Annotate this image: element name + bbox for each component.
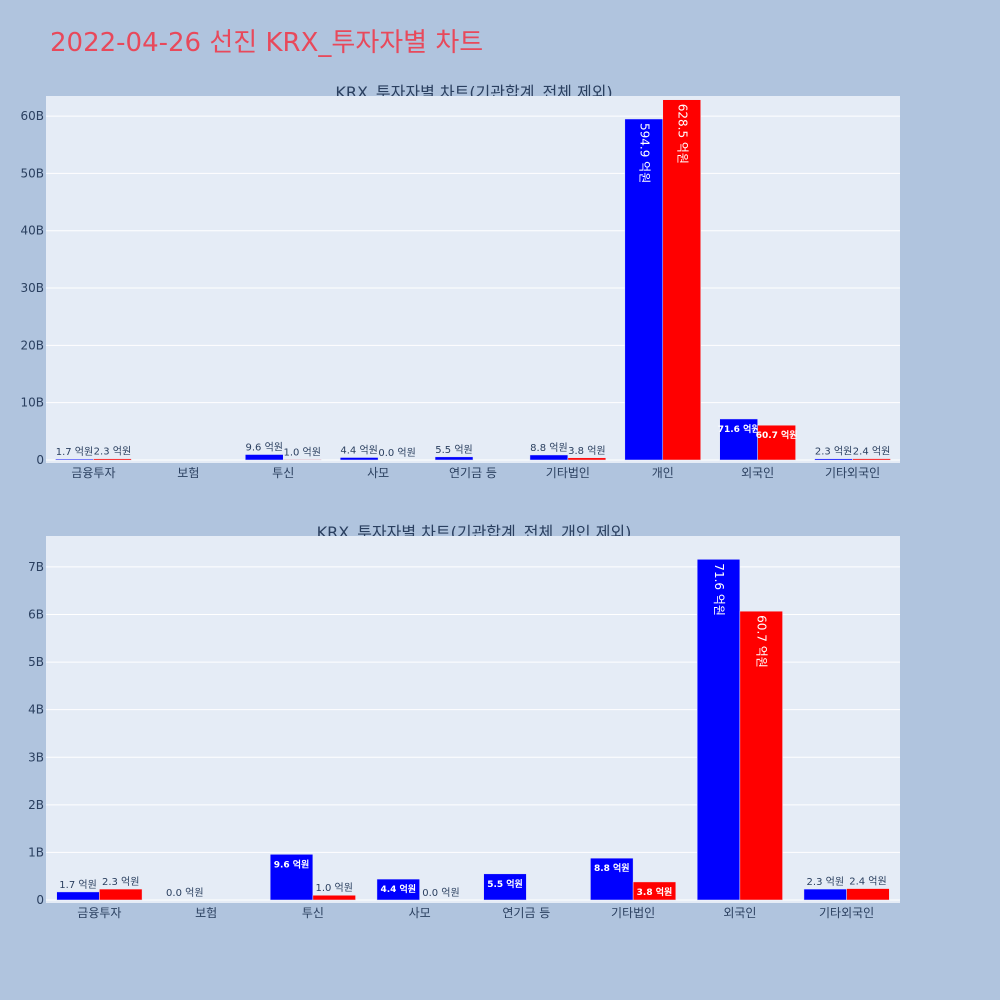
y-tick-label: 30B (20, 281, 44, 295)
bar-label: 4.4 억원 (380, 883, 416, 895)
bar-label: 3.8 억원 (568, 445, 605, 457)
y-tick-label: 7B (28, 560, 44, 574)
y-tick-label: 0 (36, 453, 44, 467)
bar-label: 2.4 억원 (853, 446, 890, 458)
x-tick-label: 개인 (652, 466, 674, 480)
bar (719, 418, 758, 461)
bar-label: 2.3 억원 (94, 446, 131, 458)
x-tick-label: 투신 (302, 906, 324, 920)
y-tick-label: 50B (20, 166, 44, 180)
x-tick-label: 보험 (177, 466, 199, 480)
bar (852, 458, 891, 461)
bar (376, 878, 420, 901)
x-tick-label: 외국인 (741, 466, 774, 480)
y-tick-label: 5B (28, 655, 44, 669)
bar-label: 0.0 억원 (378, 447, 415, 459)
bar-label: 1.0 억원 (315, 882, 352, 894)
bar-label: 2.4 억원 (849, 876, 886, 888)
bar-label: 8.8 억원 (530, 442, 567, 454)
bar (245, 454, 284, 461)
x-tick-label: 금융투자 (77, 906, 121, 920)
bar-label: 0.0 억원 (422, 887, 459, 899)
x-tick-label: 외국인 (723, 906, 756, 920)
bar (846, 888, 890, 901)
page-title: 2022-04-26 선진 KRX_투자자별 차트 (50, 28, 484, 58)
bar-label: 2.3 억원 (102, 876, 139, 888)
y-tick-label: 4B (28, 703, 44, 717)
bar-label: 1.0 억원 (283, 446, 320, 458)
y-tick-label: 6B (28, 608, 44, 622)
bar (590, 857, 634, 901)
bar-label: 4.4 억원 (340, 444, 377, 456)
x-tick-label: 사모 (409, 906, 431, 920)
bar (757, 424, 796, 461)
x-tick-label: 투신 (272, 466, 294, 480)
x-tick-label: 기타외국인 (825, 466, 880, 480)
x-tick-label: 기타법인 (611, 906, 655, 920)
bar (269, 854, 314, 901)
y-tick-label: 40B (20, 224, 44, 238)
y-tick-label: 3B (28, 750, 44, 764)
y-tick-label: 1B (28, 845, 44, 859)
bar-label: 9.6 억원 (246, 441, 283, 453)
bar (339, 457, 379, 461)
bar (696, 559, 741, 901)
bar (567, 457, 607, 461)
bar (434, 456, 474, 461)
bar-label: 2.3 억원 (815, 446, 852, 458)
bar (93, 458, 132, 461)
x-tick-label: 연기금 등 (502, 906, 550, 920)
bar-label: 0.0 억원 (166, 887, 203, 899)
bar (662, 99, 701, 461)
x-tick-label: 연기금 등 (449, 466, 497, 480)
plot-area (46, 96, 900, 463)
bar-label: 2.3 억원 (807, 876, 844, 888)
y-tick-label: 20B (20, 338, 44, 352)
x-tick-label: 사모 (367, 466, 389, 480)
bar-label: 71.6 억원 (712, 563, 726, 616)
bar-label: 1.7 억원 (56, 446, 93, 458)
x-tick-label: 보험 (195, 906, 217, 920)
bar-label: 5.5 억원 (487, 878, 523, 890)
bar (99, 888, 143, 901)
bar-label: 3.8 억원 (637, 886, 673, 898)
y-tick-label: 2B (28, 798, 44, 812)
bar (529, 454, 569, 461)
bar-label: 9.6 억원 (274, 858, 310, 870)
bar (282, 459, 322, 461)
y-tick-label: 0 (36, 893, 44, 907)
bar-label: 60.7 억원 (756, 429, 798, 441)
y-tick-label: 10B (20, 396, 44, 410)
bar-label: 60.7 억원 (755, 615, 769, 668)
x-tick-label: 기타법인 (546, 466, 590, 480)
bar (312, 894, 356, 901)
x-tick-label: 금융투자 (71, 466, 115, 480)
bar-label: 8.8 억원 (594, 862, 630, 874)
bar-label: 1.7 억원 (59, 879, 96, 891)
bar (483, 873, 527, 901)
bar (632, 881, 677, 901)
x-tick-label: 기타외국인 (819, 906, 874, 920)
bar-label: 71.6 억원 (718, 423, 760, 435)
bar-label: 628.5 억원 (675, 104, 689, 164)
bar (56, 891, 100, 901)
y-tick-label: 60B (20, 109, 44, 123)
bar (739, 610, 783, 901)
bar-label: 5.5 억원 (435, 444, 472, 456)
bar (803, 888, 847, 901)
bar-label: 594.9 억원 (637, 123, 651, 183)
